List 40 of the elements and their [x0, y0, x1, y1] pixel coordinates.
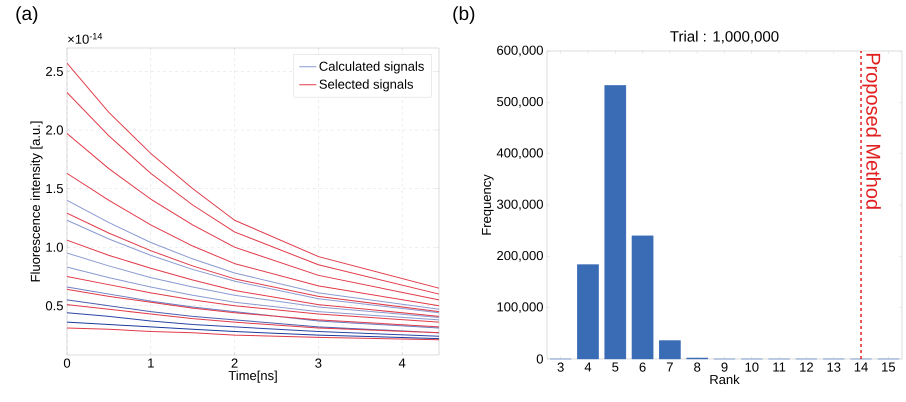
x-tick-label: 1 [148, 358, 154, 368]
y-tick-label: 400,000 [496, 148, 543, 160]
y-tick-label: 2.5 [46, 66, 63, 76]
text: (b) [453, 6, 474, 24]
legend-label: Calculated signals [320, 61, 424, 74]
x-tick-label: 4 [398, 358, 406, 368]
x-tick-label: 13 [827, 362, 840, 372]
y-tick-label: 1.0 [46, 242, 63, 252]
x-tick-label: 14 [854, 362, 868, 372]
x-tick-label: 15 [882, 362, 896, 372]
y-tick-label: 0.5 [46, 301, 63, 310]
y-tick-label: 2.0 [46, 125, 63, 135]
x-tick-label: 2 [232, 358, 238, 368]
x-tick-label: 3 [558, 362, 564, 372]
x-tick-label: 4 [584, 362, 592, 372]
chart-title: Trial : 1,000,000 [670, 30, 778, 44]
legend-label: Selected signals [319, 79, 414, 92]
y-tick-label: 200,000 [497, 250, 543, 262]
y-tick-label: 600,000 [497, 46, 543, 56]
y-tick-label: 300,000 [496, 200, 543, 210]
x-tick-label: 11 [773, 362, 786, 372]
x-tick-label: 10 [746, 362, 759, 372]
x-axis-title: Time[ns] [228, 370, 277, 383]
x-tick-label: 5 [612, 362, 618, 372]
text: (a) [16, 6, 38, 24]
x-tick-label: 7 [666, 362, 673, 372]
x-tick-label: 3 [315, 358, 322, 368]
x-tick-label: 12 [800, 362, 813, 372]
ref-line-label: Proposed Method [862, 54, 881, 209]
x-tick-label: 8 [694, 362, 700, 372]
y-axis-title: Frequency [482, 174, 494, 235]
y-tick-label: 1.5 [46, 184, 63, 194]
y-axis-title: Fluorescence intensity [a.u.] [30, 122, 43, 282]
x-tick-label: 9 [721, 362, 728, 372]
y-tick-label: 500,000 [496, 96, 543, 108]
text: ×10$^{-14}$ [68, 33, 102, 44]
x-tick-label: 0 [64, 358, 70, 368]
x-tick-label: 6 [640, 362, 646, 372]
x-axis-title: Rank [710, 374, 740, 384]
y-tick-label: 100,000 [497, 302, 543, 314]
